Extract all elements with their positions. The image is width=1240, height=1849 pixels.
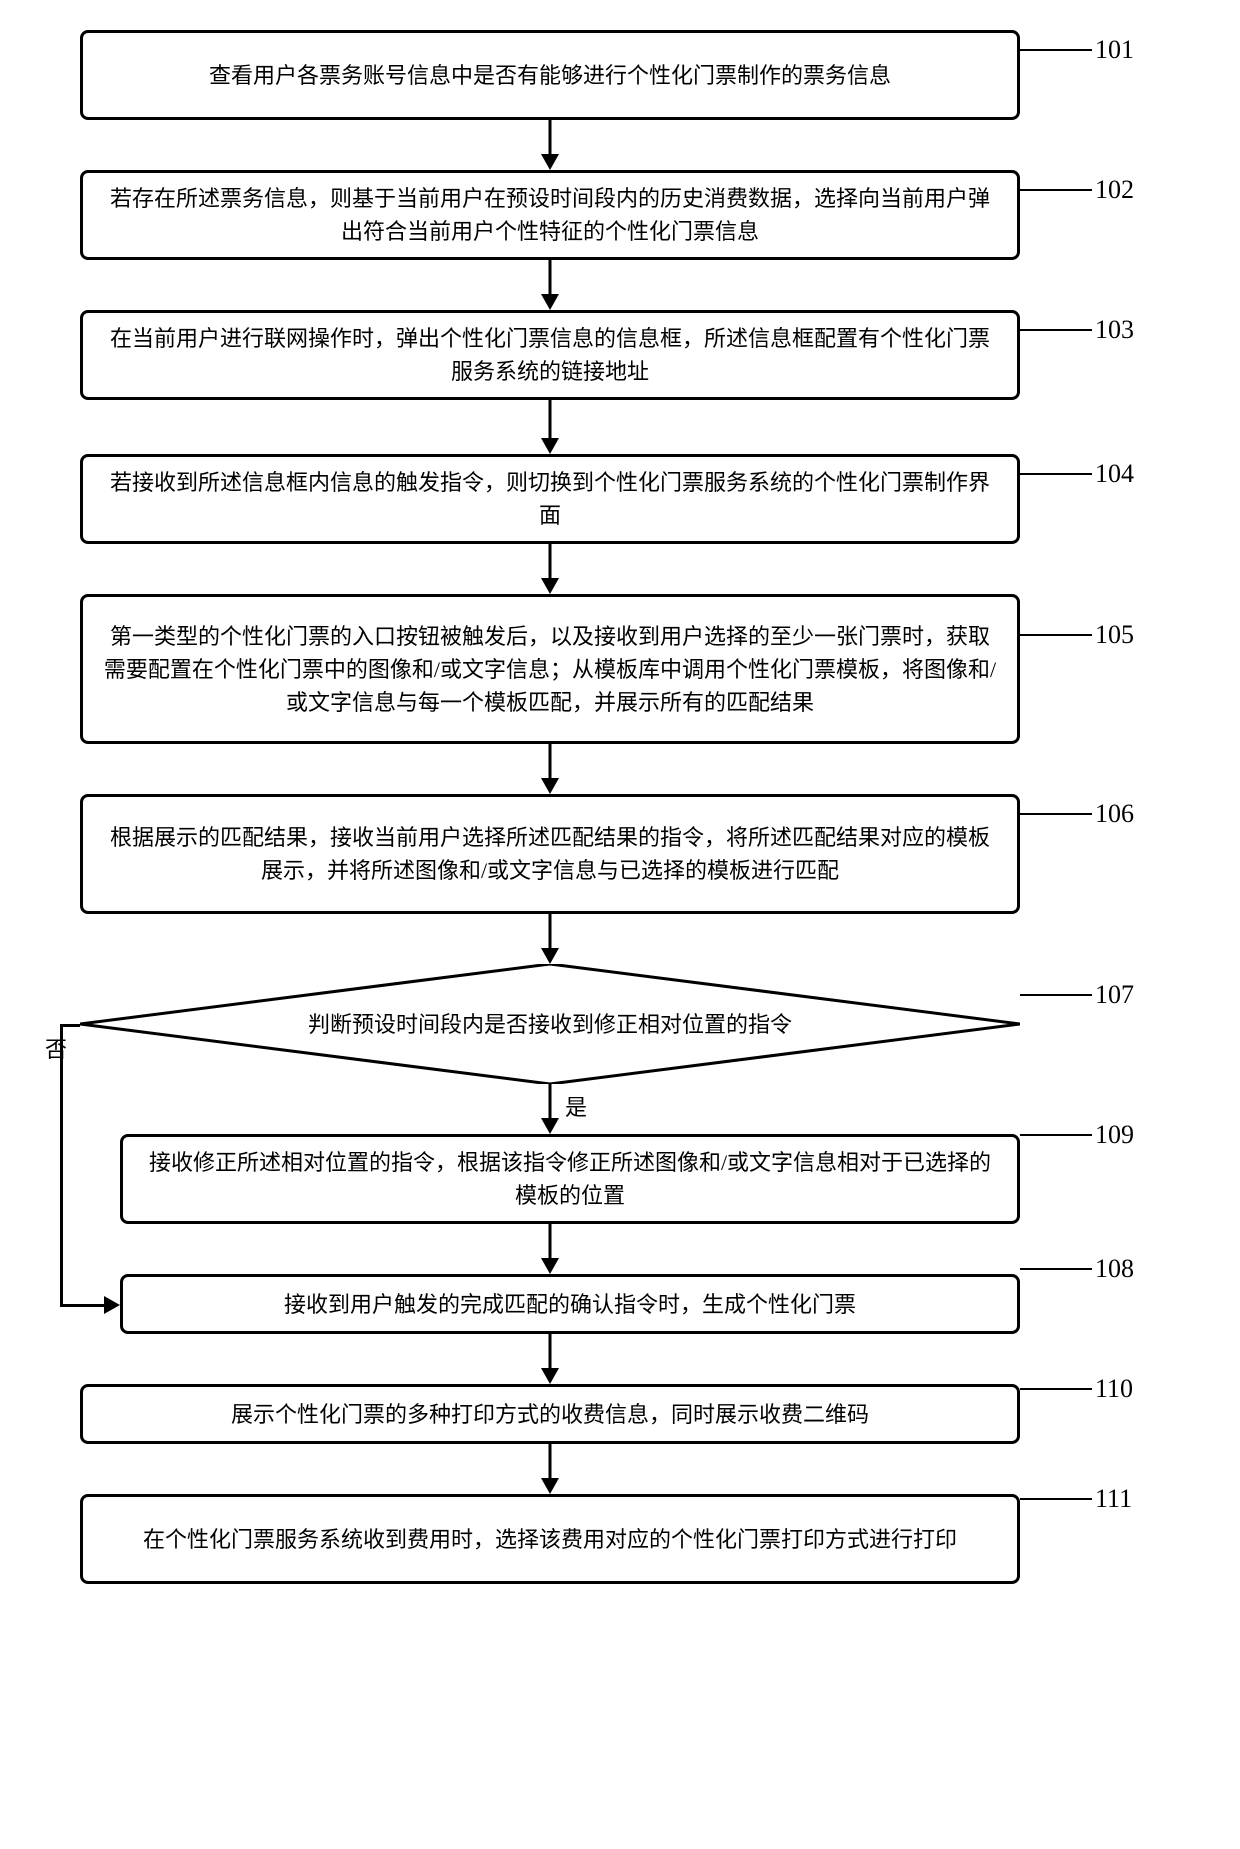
- step-box-102: 若存在所述票务信息，则基于当前用户在预设时间段内的历史消费数据，选择向当前用户弹…: [80, 170, 1020, 260]
- step-text: 接收到用户触发的完成匹配的确认指令时，生成个性化门票: [284, 1288, 856, 1321]
- step-box-104: 若接收到所述信息框内信息的触发指令，则切换到个性化门票服务系统的个性化门票制作界…: [80, 454, 1020, 544]
- arrow-connector: [549, 400, 552, 440]
- arrow-head: [541, 1118, 559, 1134]
- lead-line: [1020, 634, 1092, 636]
- lead-line: [1020, 473, 1092, 475]
- no-branch-horizontal: [60, 1304, 106, 1307]
- arrow-head: [541, 154, 559, 170]
- step-number-101: 101: [1095, 35, 1134, 65]
- step-box-109: 接收修正所述相对位置的指令，根据该指令修正所述图像和/或文字信息相对于已选择的模…: [120, 1134, 1020, 1224]
- step-text: 若接收到所述信息框内信息的触发指令，则切换到个性化门票服务系统的个性化门票制作界…: [103, 466, 997, 532]
- arrow-head: [541, 948, 559, 964]
- step-box-103: 在当前用户进行联网操作时，弹出个性化门票信息的信息框，所述信息框配置有个性化门票…: [80, 310, 1020, 400]
- arrow-connector: [549, 1224, 552, 1260]
- lead-line: [1020, 1268, 1092, 1270]
- step-box-110: 展示个性化门票的多种打印方式的收费信息，同时展示收费二维码: [80, 1384, 1020, 1444]
- step-box-111: 在个性化门票服务系统收到费用时，选择该费用对应的个性化门票打印方式进行打印: [80, 1494, 1020, 1584]
- lead-line: [1020, 1388, 1092, 1390]
- no-branch-h0: [60, 1024, 80, 1027]
- step-box-108: 接收到用户触发的完成匹配的确认指令时，生成个性化门票: [120, 1274, 1020, 1334]
- lead-line: [1020, 329, 1092, 331]
- step-text: 第一类型的个性化门票的入口按钮被触发后，以及接收到用户选择的至少一张门票时，获取…: [103, 620, 997, 719]
- decision-text: 判断预设时间段内是否接收到修正相对位置的指令: [308, 1008, 792, 1041]
- flowchart-canvas: 查看用户各票务账号信息中是否有能够进行个性化门票制作的票务信息 101 若存在所述票…: [20, 20, 1220, 1624]
- step-number-109: 109: [1095, 1120, 1134, 1150]
- branch-label-no: 否: [45, 1032, 67, 1064]
- arrow-head: [541, 294, 559, 310]
- arrow-head: [541, 438, 559, 454]
- step-number-111: 111: [1095, 1484, 1132, 1514]
- step-text: 展示个性化门票的多种打印方式的收费信息，同时展示收费二维码: [231, 1398, 869, 1431]
- step-box-101: 查看用户各票务账号信息中是否有能够进行个性化门票制作的票务信息: [80, 30, 1020, 120]
- arrow-connector: [549, 1334, 552, 1370]
- arrow-head: [541, 1258, 559, 1274]
- arrow-connector: [549, 1444, 552, 1480]
- step-text: 若存在所述票务信息，则基于当前用户在预设时间段内的历史消费数据，选择向当前用户弹…: [103, 182, 997, 248]
- lead-line: [1020, 49, 1092, 51]
- arrow-connector: [549, 260, 552, 296]
- step-text: 在个性化门票服务系统收到费用时，选择该费用对应的个性化门票打印方式进行打印: [143, 1523, 957, 1556]
- step-text: 接收修正所述相对位置的指令，根据该指令修正所述图像和/或文字信息相对于已选择的模…: [143, 1146, 997, 1212]
- branch-label-yes: 是: [565, 1090, 587, 1122]
- arrow-head: [541, 1368, 559, 1384]
- arrow-connector: [549, 1084, 552, 1120]
- arrow-head: [541, 1478, 559, 1494]
- lead-line: [1020, 1134, 1092, 1136]
- step-box-105: 第一类型的个性化门票的入口按钮被触发后，以及接收到用户选择的至少一张门票时，获取…: [80, 594, 1020, 744]
- step-text: 查看用户各票务账号信息中是否有能够进行个性化门票制作的票务信息: [209, 59, 891, 92]
- step-number-103: 103: [1095, 315, 1134, 345]
- step-number-108: 108: [1095, 1254, 1134, 1284]
- step-number-107: 107: [1095, 980, 1134, 1010]
- step-number-104: 104: [1095, 459, 1134, 489]
- step-number-102: 102: [1095, 175, 1134, 205]
- no-branch-vertical: [60, 1024, 63, 1304]
- step-box-106: 根据展示的匹配结果，接收当前用户选择所述匹配结果的指令，将所述匹配结果对应的模板…: [80, 794, 1020, 914]
- arrow-connector: [549, 914, 552, 950]
- step-number-106: 106: [1095, 799, 1134, 829]
- arrow-connector: [549, 120, 552, 156]
- lead-line: [1020, 813, 1092, 815]
- no-branch-arrowhead: [104, 1296, 120, 1314]
- lead-line: [1020, 1498, 1092, 1500]
- arrow-head: [541, 578, 559, 594]
- decision-107: 判断预设时间段内是否接收到修正相对位置的指令: [80, 964, 1020, 1084]
- arrow-head: [541, 778, 559, 794]
- lead-line: [1020, 189, 1092, 191]
- arrow-connector: [549, 544, 552, 580]
- arrow-connector: [549, 744, 552, 780]
- step-text: 在当前用户进行联网操作时，弹出个性化门票信息的信息框，所述信息框配置有个性化门票…: [103, 322, 997, 388]
- step-number-105: 105: [1095, 620, 1134, 650]
- lead-line: [1020, 994, 1092, 996]
- step-number-110: 110: [1095, 1374, 1133, 1404]
- step-text: 根据展示的匹配结果，接收当前用户选择所述匹配结果的指令，将所述匹配结果对应的模板…: [103, 821, 997, 887]
